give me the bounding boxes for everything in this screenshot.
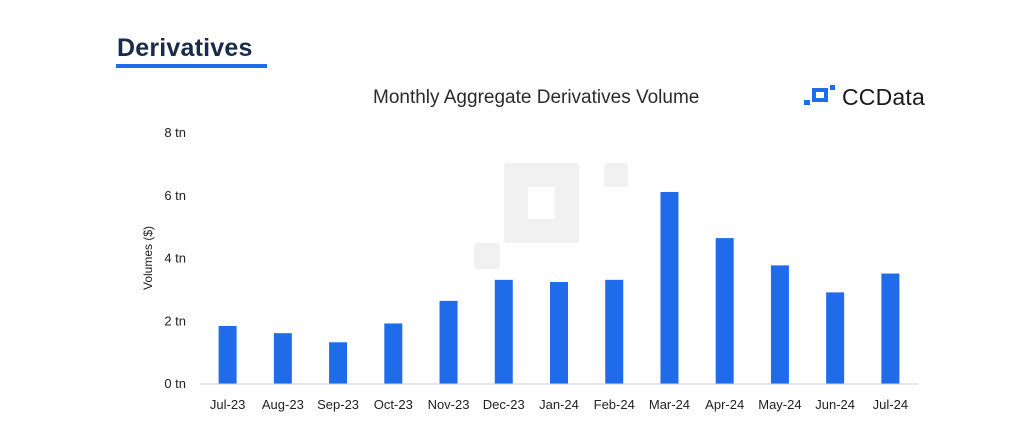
y-tick-label: 6 tn [164,188,186,203]
y-axis-label: Volumes ($) [141,226,155,290]
section-title: Derivatives [117,34,253,62]
x-tick-label: Mar-24 [649,397,690,412]
bar-mar-24 [660,191,679,384]
section-underline [116,64,267,68]
x-tick-label: Feb-24 [594,397,635,412]
chart-title: Monthly Aggregate Derivatives Volume [373,87,700,108]
y-tick-label: 8 tn [164,125,186,140]
bar-aug-23 [273,333,292,384]
x-tick-label: Jun-24 [815,397,855,412]
x-tick-label: Jan-24 [539,397,579,412]
brand-logo: CCData [802,83,925,111]
bar-feb-24 [605,279,624,384]
x-tick-label: Nov-23 [428,397,470,412]
bar-oct-23 [384,323,403,384]
x-tick-label: Sep-23 [317,397,359,412]
bar-dec-23 [494,279,513,384]
x-tick-label: Dec-23 [483,397,525,412]
y-tick-label: 2 tn [164,313,186,328]
x-tick-label: Jul-23 [210,397,245,412]
bar-jun-24 [826,292,845,384]
watermark-logo [474,163,628,269]
bar-sep-23 [329,342,348,384]
bar-apr-24 [715,238,734,384]
brand-name: CCData [842,83,926,110]
x-tick-label: Aug-23 [262,397,304,412]
y-tick-label: 0 tn [164,376,186,391]
ccdata-logo-icon [804,85,835,105]
x-tick-label: Oct-23 [374,397,413,412]
bar-jan-24 [550,282,568,384]
bar-nov-23 [439,300,458,384]
x-tick-label: Apr-24 [705,397,744,412]
bar-jul-23 [218,325,237,384]
y-tick-label: 4 tn [164,251,186,266]
bar-jul-24 [881,273,900,384]
x-tick-label: Jul-24 [873,397,908,412]
x-tick-label: May-24 [758,397,801,412]
bar-may-24 [770,265,789,384]
